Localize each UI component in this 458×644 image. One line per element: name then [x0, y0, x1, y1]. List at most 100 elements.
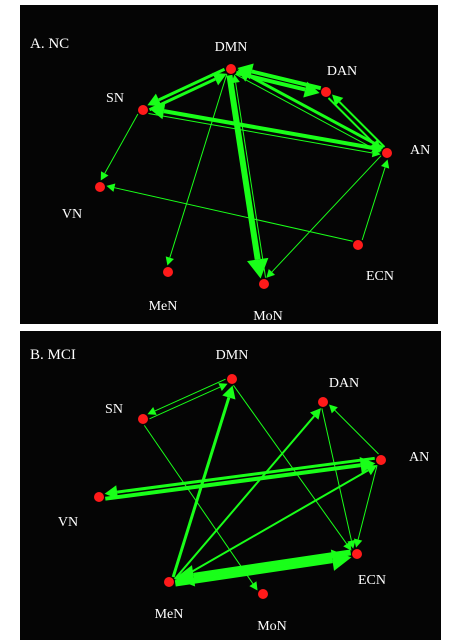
edge-line [334, 409, 379, 455]
edge-line [193, 549, 352, 579]
edge-SN-to-AN [148, 113, 381, 158]
arrowhead [266, 268, 276, 278]
edge-line [251, 69, 322, 91]
panel-title: A. NC [30, 36, 70, 52]
edge-line [235, 82, 267, 278]
arrowhead [149, 103, 166, 120]
edge-line [163, 109, 382, 152]
node-vn [95, 182, 105, 192]
edge-line [321, 408, 352, 541]
arrowhead [231, 74, 240, 84]
node-label-men: MeN [155, 607, 184, 622]
edge-ECN-to-VN [106, 183, 353, 242]
edge-line [149, 386, 221, 420]
node-ecn [353, 240, 363, 250]
edge-SN-to-DMN [148, 72, 227, 112]
arrowhead [347, 539, 356, 549]
node-label-ecn: ECN [366, 269, 394, 284]
node-label-men: MeN [149, 299, 178, 314]
arrowhead [218, 383, 228, 392]
arrowhead [381, 159, 390, 169]
panel-mci: DMN DAN SN AN VN ECN MeN MoN B. MCI [20, 331, 441, 640]
node-an [376, 455, 386, 465]
edge-line [234, 73, 374, 149]
arrowhead [174, 565, 196, 587]
edge-DMN-to-SN [147, 67, 226, 107]
edge-SN-to-VN [100, 113, 139, 181]
edge-AN-to-DAN [332, 94, 386, 148]
edge-DAN-to-AN [327, 97, 381, 151]
edge-SN-to-DMN [149, 383, 228, 420]
arrowhead [237, 69, 252, 82]
node-dmn [226, 64, 236, 74]
edge-AN-to-MoN [266, 155, 382, 278]
node-ecn [352, 549, 362, 559]
edge-line [148, 77, 216, 112]
arrowhead [332, 94, 344, 106]
edge-AN-to-DMN [237, 69, 384, 150]
arrowhead [106, 183, 116, 192]
network-graph-nc: DMN DAN SN AN VN ECN MeN MoN [62, 40, 430, 324]
edge-MeN-to-AN [174, 465, 378, 583]
arrowhead [329, 404, 338, 414]
node-sn [138, 414, 148, 424]
arrowhead [249, 581, 258, 591]
arrowhead [212, 72, 227, 86]
node-label-mon: MoN [253, 309, 283, 324]
edge-DMN-to-MoN [226, 74, 269, 279]
arrowhead [365, 465, 378, 476]
node-mon [259, 279, 269, 289]
node-label-vn: VN [58, 515, 78, 530]
edge-line [361, 167, 386, 241]
node-an [382, 148, 392, 158]
node-label-dmn: DMN [216, 348, 249, 363]
node-men [163, 267, 173, 277]
edge-line [327, 97, 375, 144]
node-label-sn: SN [105, 402, 123, 417]
edge-SN-to-MoN [143, 425, 258, 591]
node-label-ecn: ECN [358, 573, 386, 588]
edge-line [104, 113, 139, 174]
arrowhead [369, 139, 381, 151]
node-label-an: AN [409, 450, 429, 465]
arrowhead [147, 93, 162, 107]
edge-line [233, 385, 348, 545]
node-dmn [227, 374, 237, 384]
node-label-dmn: DMN [215, 40, 248, 55]
node-mon [258, 589, 268, 599]
arrowhead [222, 385, 236, 400]
node-dan [321, 87, 331, 97]
edge-line [174, 469, 369, 583]
node-label-vn: VN [62, 207, 82, 222]
node-sn [138, 105, 148, 115]
node-label-dan: DAN [329, 376, 359, 391]
edge-DMN-to-SN [147, 378, 226, 415]
edge-line [148, 113, 373, 154]
edge-line [357, 465, 378, 540]
network-graph-mci: DMN DAN SN AN VN ECN MeN MoN [58, 348, 429, 634]
node-label-dan: DAN [327, 64, 357, 79]
node-label-sn: SN [106, 91, 124, 106]
node-label-mon: MoN [257, 619, 287, 634]
edge-AN-to-DAN [329, 404, 379, 455]
node-label-an: AN [410, 143, 430, 158]
edge-line [116, 456, 375, 494]
edge-DAN-to-ECN [321, 408, 356, 549]
node-men [164, 577, 174, 587]
edge-line [174, 557, 333, 587]
arrowhead [165, 256, 174, 266]
edge-line [174, 415, 315, 580]
edge-line [338, 101, 386, 148]
edge-line [169, 73, 228, 258]
edge-line [226, 74, 261, 260]
arrowhead [104, 485, 119, 499]
node-dan [318, 397, 328, 407]
arrowhead [147, 406, 157, 415]
edge-DMN-to-MeN [165, 73, 228, 266]
edge-AN-to-SN [149, 103, 382, 152]
edge-line [247, 74, 384, 150]
edge-AN-to-ECN [353, 465, 378, 548]
edge-MeN-to-DAN [174, 408, 321, 580]
edge-line [143, 425, 254, 584]
edge-line [271, 155, 382, 273]
